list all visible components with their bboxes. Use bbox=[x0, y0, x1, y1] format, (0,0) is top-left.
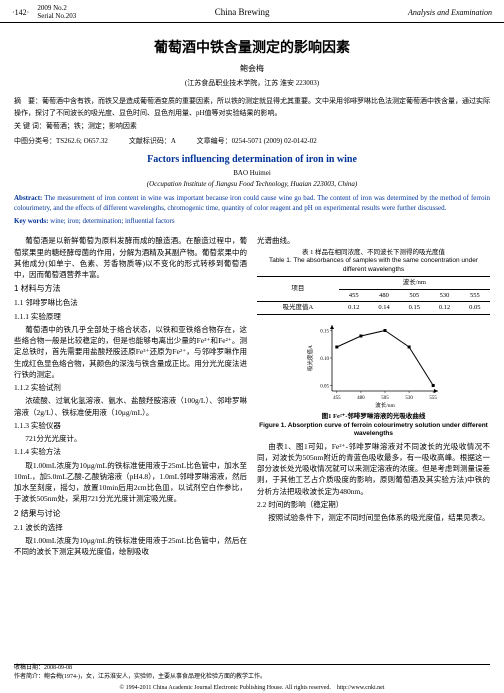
heading-1-1-1: 1.1.1 实验原理 bbox=[14, 311, 247, 322]
page-number: ·142· bbox=[12, 8, 29, 17]
svg-text:505: 505 bbox=[381, 396, 389, 401]
heading-2-2: 2.2 时间的影响（稳定期） bbox=[257, 499, 490, 510]
para-2-1: 取1.00mL浓度为10μg/mL的铁标准使用液于25mL比色管中，然后在不同的… bbox=[14, 535, 247, 558]
heading-1: 1 材料与方法 bbox=[14, 283, 247, 295]
svg-text:530: 530 bbox=[405, 396, 413, 401]
body-columns: 葡萄酒是以新鲜葡萄为原料发酵而成的酿造酒。在酿造过程中，葡萄浆果里的糖经酵母菌的… bbox=[0, 229, 504, 559]
intro-para: 葡萄酒是以新鲜葡萄为原料发酵而成的酿造酒。在酿造过程中，葡萄浆果里的糖经酵母菌的… bbox=[14, 235, 247, 280]
para-2-2: 按照试验条件下，测定不同时间显色体系的吸光度值，结果见表2。 bbox=[257, 512, 490, 523]
para-1-1-1: 葡萄酒中的铁几乎全部处于络合状态，以铁和亚铁络合物存在，这些络合物一般是比较稳定… bbox=[14, 324, 247, 380]
abstract-chinese: 摘 要：葡萄酒中含有铁，而铁又是造成葡萄酒变质的重要因素，所以铁的测定就显得尤其… bbox=[0, 96, 504, 118]
abstract-english: Abstract: The measurement of iron conten… bbox=[0, 193, 504, 213]
absorption-chart: 455 480 505 530 555 0.05 0.10 0.15 波长/nm 吸光度值A bbox=[304, 319, 444, 409]
keywords-english: Key words: wine; iron; determination; in… bbox=[0, 216, 504, 226]
figure1-chart: 455 480 505 530 555 0.05 0.10 0.15 波长/nm 吸光度值A bbox=[257, 319, 490, 409]
para-1-1-2: 浓硫酸、过氧化氢溶液、氨水、盐酸羟胺溶液（100g/L）、邻啡罗啉溶液（2g/L… bbox=[14, 395, 247, 418]
left-column: 葡萄酒是以新鲜葡萄为原料发酵而成的酿造酒。在酿造过程中，葡萄浆果里的糖经酵母菌的… bbox=[14, 235, 247, 559]
para-1-1-3: 721分光光度计。 bbox=[14, 433, 247, 444]
svg-text:0.10: 0.10 bbox=[320, 357, 329, 362]
keywords-chinese: 关 键 词：葡萄酒；铁；测定；影响因素 bbox=[0, 121, 504, 133]
author-chinese: 鲍会梅 bbox=[0, 63, 504, 74]
page-header: ·142· 2009 No.2 Serial No.203 China Brew… bbox=[0, 0, 504, 23]
classification-line: 中图分类号：TS262.6; O657.32 文献标识码：A 文章编号：0254… bbox=[0, 136, 504, 147]
figure1-caption: 图1 Fe²⁺-邻啡罗啉溶液的光吸收曲线 Figure 1. Absorptio… bbox=[257, 413, 490, 438]
svg-text:波长/nm: 波长/nm bbox=[375, 401, 395, 409]
para-after-fig: 由表1、图1可知，Fe²⁺-邻啡罗啉溶液对不同波长的光吸收情况不同，对波长为50… bbox=[257, 441, 490, 497]
title-chinese: 葡萄酒中铁含量测定的影响因素 bbox=[0, 37, 504, 57]
svg-text:吸光度值A: 吸光度值A bbox=[306, 345, 314, 371]
heading-2-1: 2.1 波长的选择 bbox=[14, 522, 247, 533]
journal-name: China Brewing bbox=[215, 7, 270, 17]
title-english: Factors influencing determination of iro… bbox=[0, 154, 504, 165]
svg-text:0.05: 0.05 bbox=[320, 385, 329, 390]
heading-1-1-2: 1.1.2 实验试剂 bbox=[14, 382, 247, 393]
header-issue: 2009 No.2 Serial No.203 bbox=[37, 4, 76, 20]
heading-1-1-4: 1.1.4 实验方法 bbox=[14, 446, 247, 457]
copyright-line: © 1994-2011 China Academic Journal Elect… bbox=[0, 682, 504, 691]
continued-text: 光谱曲线。 bbox=[257, 235, 490, 246]
heading-2: 2 结果与讨论 bbox=[14, 508, 247, 520]
affiliation-english: (Occupation Institute of Jiangsu Food Te… bbox=[0, 180, 504, 188]
author-english: BAO Huimei bbox=[0, 169, 504, 177]
footnote: 收稿日期：2008-09-08 作者简介：鲍会梅(1974-)，女，江苏淮安人，… bbox=[14, 664, 266, 681]
section-name: Analysis and Examination bbox=[408, 8, 492, 17]
table1-caption: 表 1 样品在相同浓度、不同波长下测得的吸光度值 Table 1. The ab… bbox=[257, 249, 490, 274]
svg-text:555: 555 bbox=[429, 396, 437, 401]
heading-1-1: 1.1 邻啡罗啉比色法 bbox=[14, 297, 247, 308]
right-column: 光谱曲线。 表 1 样品在相同浓度、不同波长下测得的吸光度值 Table 1. … bbox=[257, 235, 490, 559]
table1: 项目 波长/nm 455 480 505 530 555 吸光度值A 0.12 … bbox=[257, 276, 490, 315]
svg-text:480: 480 bbox=[357, 396, 365, 401]
para-1-1-4: 取1.00mL浓度为10μg/mL的铁标准使用液于25mL比色管中，加水至10m… bbox=[14, 460, 247, 505]
affiliation-chinese: (江苏食品职业技术学院，江苏 淮安 223003) bbox=[0, 78, 504, 88]
svg-text:0.15: 0.15 bbox=[320, 330, 329, 335]
svg-text:455: 455 bbox=[333, 396, 341, 401]
heading-1-1-3: 1.1.3 实验仪器 bbox=[14, 420, 247, 431]
